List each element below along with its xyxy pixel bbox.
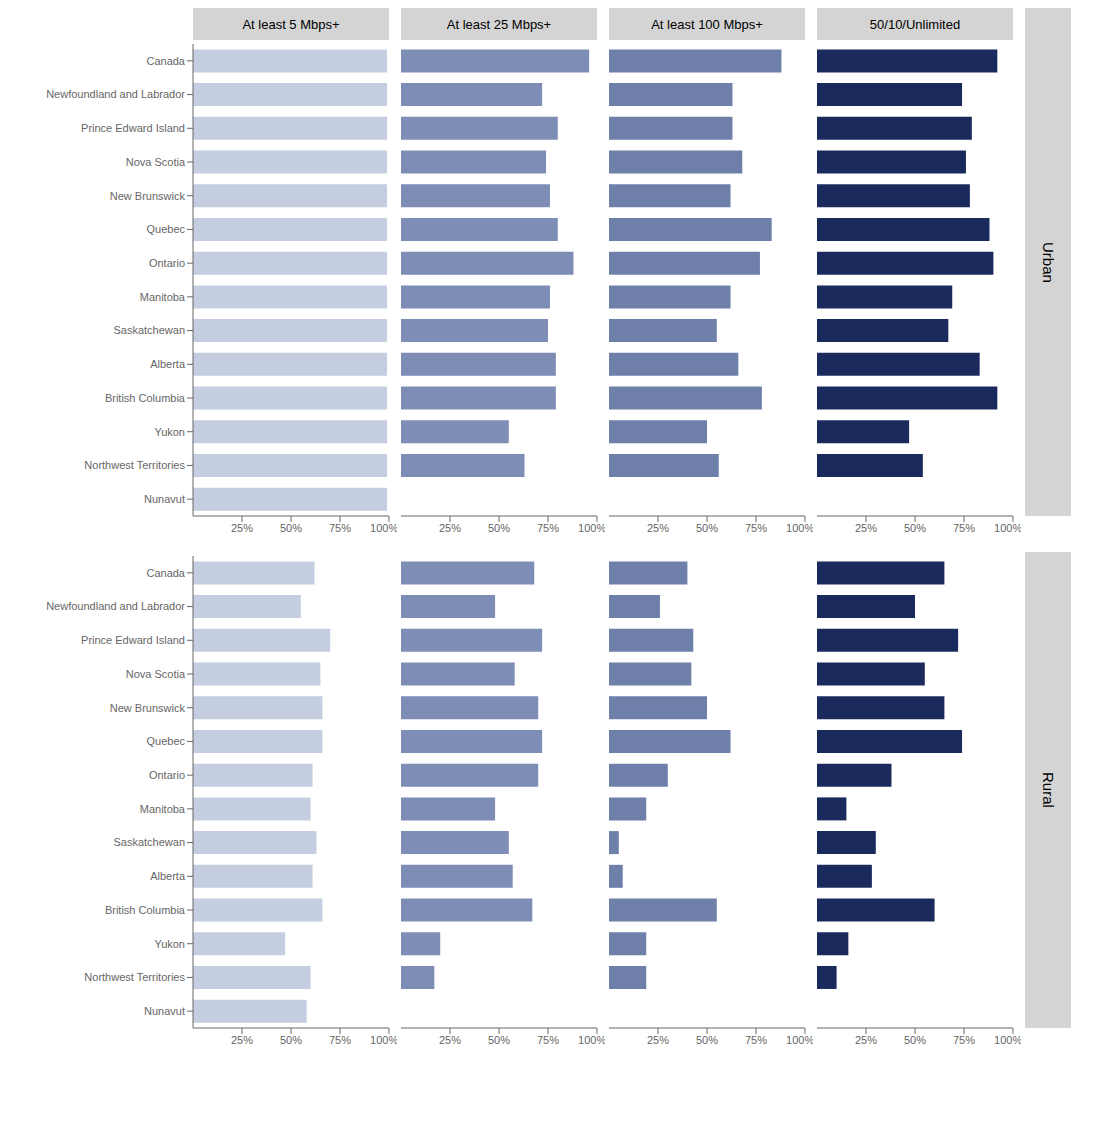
svg-text:Nova Scotia: Nova Scotia xyxy=(126,156,186,168)
svg-text:75%: 75% xyxy=(329,1034,351,1046)
svg-text:75%: 75% xyxy=(953,522,975,534)
svg-text:75%: 75% xyxy=(953,1034,975,1046)
html-text:At least 25 Mbps+: At least 25 Mbps+ xyxy=(446,16,552,32)
svg-text:100%: 100% xyxy=(994,1034,1021,1046)
svg-text:50%: 50% xyxy=(904,522,926,534)
svg-text:100%: 100% xyxy=(786,522,813,534)
svg-text:100%: 100% xyxy=(578,1034,605,1046)
svg-text:Alberta: Alberta xyxy=(150,358,186,370)
svg-text:Canada: Canada xyxy=(146,567,185,579)
svg-text:Quebec: Quebec xyxy=(146,223,185,235)
svg-text:Ontario: Ontario xyxy=(149,769,185,781)
html-text:At least 100 Mbps+: At least 100 Mbps+ xyxy=(651,16,763,32)
svg-text:Northwest Territories: Northwest Territories xyxy=(84,459,185,471)
svg-text:Quebec: Quebec xyxy=(146,735,185,747)
svg-text:25%: 25% xyxy=(855,1034,877,1046)
svg-text:Ontario: Ontario xyxy=(149,257,185,269)
svg-text:100%: 100% xyxy=(994,522,1021,534)
svg-text:Newfoundland and Labrador: Newfoundland and Labrador xyxy=(46,88,185,100)
svg-text:25%: 25% xyxy=(231,1034,253,1046)
svg-text:Manitoba: Manitoba xyxy=(140,803,186,815)
svg-text:Saskatchewan: Saskatchewan xyxy=(113,324,185,336)
svg-text:Nunavut: Nunavut xyxy=(144,1005,185,1017)
svg-text:New Brunswick: New Brunswick xyxy=(110,702,186,714)
svg-text:British Columbia: British Columbia xyxy=(105,392,186,404)
svg-text:Alberta: Alberta xyxy=(150,870,186,882)
html-text:50/10/Unlimited: 50/10/Unlimited xyxy=(869,16,961,32)
svg-text:75%: 75% xyxy=(537,522,559,534)
svg-text:75%: 75% xyxy=(329,522,351,534)
svg-text:Prince Edward Island: Prince Edward Island xyxy=(81,634,185,646)
svg-text:50%: 50% xyxy=(904,1034,926,1046)
svg-text:100%: 100% xyxy=(578,522,605,534)
svg-text:Newfoundland and Labrador: Newfoundland and Labrador xyxy=(46,600,185,612)
svg-text:100%: 100% xyxy=(370,522,397,534)
svg-text:25%: 25% xyxy=(855,522,877,534)
svg-text:New Brunswick: New Brunswick xyxy=(110,190,186,202)
svg-text:50%: 50% xyxy=(280,522,302,534)
svg-text:25%: 25% xyxy=(231,522,253,534)
svg-text:Yukon: Yukon xyxy=(154,938,185,950)
svg-text:British Columbia: British Columbia xyxy=(105,904,186,916)
svg-text:Prince Edward Island: Prince Edward Island xyxy=(81,122,185,134)
svg-text:75%: 75% xyxy=(745,1034,767,1046)
svg-text:25%: 25% xyxy=(647,522,669,534)
svg-text:Yukon: Yukon xyxy=(154,426,185,438)
svg-text:Nova Scotia: Nova Scotia xyxy=(126,668,186,680)
svg-text:Nunavut: Nunavut xyxy=(144,493,185,505)
svg-text:75%: 75% xyxy=(537,1034,559,1046)
svg-text:50%: 50% xyxy=(488,1034,510,1046)
svg-text:50%: 50% xyxy=(488,522,510,534)
svg-text:25%: 25% xyxy=(439,522,461,534)
svg-text:25%: 25% xyxy=(439,1034,461,1046)
html-text:Rural: Rural xyxy=(1039,772,1057,808)
html-text:Urban: Urban xyxy=(1039,241,1057,283)
svg-text:50%: 50% xyxy=(696,522,718,534)
svg-text:25%: 25% xyxy=(647,1034,669,1046)
svg-text:50%: 50% xyxy=(696,1034,718,1046)
svg-text:75%: 75% xyxy=(745,522,767,534)
svg-text:Saskatchewan: Saskatchewan xyxy=(113,836,185,848)
svg-text:50%: 50% xyxy=(280,1034,302,1046)
html-text:At least 5 Mbps+: At least 5 Mbps+ xyxy=(242,16,340,32)
svg-text:Manitoba: Manitoba xyxy=(140,291,186,303)
svg-text:Canada: Canada xyxy=(146,55,185,67)
svg-text:100%: 100% xyxy=(786,1034,813,1046)
svg-text:Northwest Territories: Northwest Territories xyxy=(84,971,185,983)
svg-text:100%: 100% xyxy=(370,1034,397,1046)
